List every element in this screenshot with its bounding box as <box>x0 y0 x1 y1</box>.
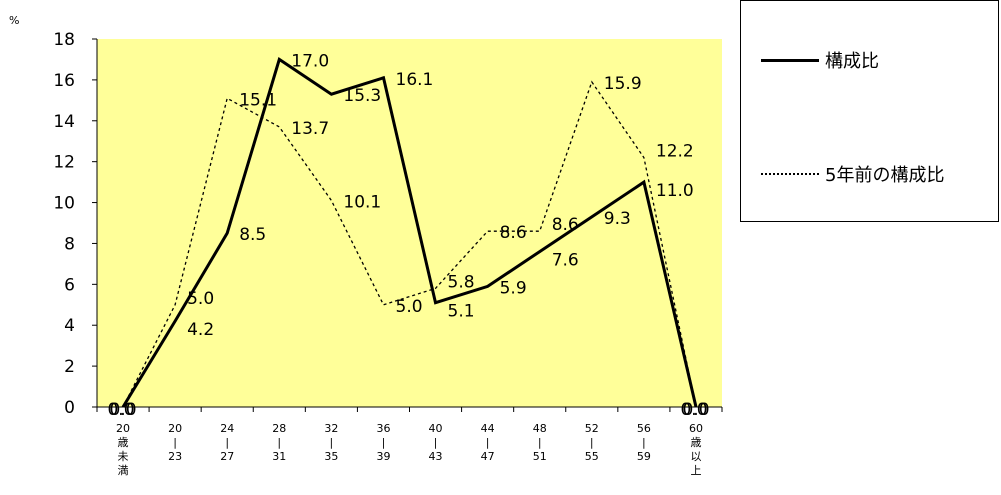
x-category-label: 56 <box>637 422 651 435</box>
x-category-label: 51 <box>533 450 547 463</box>
data-labels: 0.0 4.2 8.5 17.0 15.3 16.1 5.1 5.9 7.6 9.3 11.0 0.0… <box>107 51 709 420</box>
x-category-label: 52 <box>585 422 599 435</box>
x-category-label: 27 <box>220 450 234 463</box>
y-axis: 0 2 4 6 8 10 12 14 16 18 <box>53 30 98 418</box>
legend: 構成比 5年前の構成比 <box>740 0 999 222</box>
y-tick-label: 12 <box>53 153 75 173</box>
y-unit-label: % <box>9 14 19 27</box>
data-label-current: 16.1 <box>396 70 434 90</box>
x-category-label: | <box>486 436 490 449</box>
series-line-current <box>121 57 698 408</box>
x-category-label: 満 <box>118 464 129 477</box>
legend-solid-line-swatch <box>761 58 819 62</box>
data-label-current: 7.6 <box>552 251 579 271</box>
data-label-previous: 5.0 <box>396 297 423 317</box>
data-label-current: 5.9 <box>500 278 527 298</box>
x-category-label: 44 <box>481 422 495 435</box>
x-category-label: 31 <box>272 450 286 463</box>
x-category-label: 20 <box>168 422 182 435</box>
x-category-label: 35 <box>324 450 338 463</box>
x-category-label: 歳 <box>690 436 701 449</box>
x-category-label: 47 <box>481 450 495 463</box>
data-label-previous: 15.9 <box>604 74 642 94</box>
data-label-previous: 5.0 <box>187 289 214 309</box>
x-category-label: 39 <box>376 450 390 463</box>
x-category-label: 32 <box>324 422 338 435</box>
y-tick-label: 4 <box>64 316 75 336</box>
data-label-current: 4.2 <box>187 320 214 340</box>
x-category-label: 24 <box>220 422 234 435</box>
x-category-label: | <box>173 436 177 449</box>
data-label-previous: 5.8 <box>448 272 475 292</box>
x-category-label: | <box>225 436 229 449</box>
x-category-label: 未 <box>118 450 129 463</box>
x-category-label: | <box>590 436 594 449</box>
data-label-previous: 0.0 <box>680 400 707 420</box>
y-tick-label: 2 <box>64 357 75 377</box>
x-category-label: | <box>642 436 646 449</box>
y-tick-label: 0 <box>64 398 75 418</box>
y-tick-label: 18 <box>53 30 75 50</box>
data-label-current: 0.0 <box>109 400 136 420</box>
data-label-previous: 0.0 <box>107 400 134 420</box>
x-category-label: 48 <box>533 422 547 435</box>
data-label-previous: 13.7 <box>291 119 329 139</box>
data-label-previous: 8.6 <box>500 223 527 243</box>
data-label-previous: 12.2 <box>656 142 694 162</box>
legend-label-current: 構成比 <box>825 51 879 72</box>
x-category-label: | <box>330 436 334 449</box>
x-category-label: 36 <box>376 422 390 435</box>
data-label-current: 0.0 <box>682 400 709 420</box>
x-category-label: 60 <box>689 422 703 435</box>
data-label-previous: 15.1 <box>239 90 277 110</box>
plot-area <box>97 39 722 407</box>
x-category-label: 20 <box>116 422 130 435</box>
data-label-current: 5.1 <box>448 302 475 322</box>
x-category-label: 以 <box>690 450 701 463</box>
x-category-label: 23 <box>168 450 182 463</box>
x-category-label: 上 <box>690 464 701 477</box>
x-category-label: 28 <box>272 422 286 435</box>
series-layer <box>121 57 698 408</box>
x-category-label: 歳 <box>118 436 129 449</box>
legend-label-previous: 5年前の構成比 <box>825 165 945 186</box>
legend-item-previous: 5年前の構成比 <box>761 161 944 187</box>
x-category-label: 59 <box>637 450 651 463</box>
y-tick-label: 14 <box>53 112 75 132</box>
x-category-label: 43 <box>429 450 443 463</box>
data-label-current: 15.3 <box>343 86 381 106</box>
y-tick-label: 10 <box>53 194 75 214</box>
data-label-current: 8.5 <box>239 225 266 245</box>
data-label-previous: 8.6 <box>552 215 579 235</box>
legend-item-current: 構成比 <box>761 47 879 73</box>
data-label-current: 17.0 <box>291 51 329 71</box>
x-category-label: | <box>538 436 542 449</box>
x-category-label: | <box>382 436 386 449</box>
y-tick-label: 6 <box>64 275 75 295</box>
x-category-label: | <box>434 436 438 449</box>
legend-dotted-line-swatch <box>761 173 819 175</box>
x-axis: 20歳未満20|2324|2728|3132|3536|3940|4344|47… <box>96 406 723 477</box>
data-label-previous: 10.1 <box>343 193 381 213</box>
data-label-current: 11.0 <box>656 181 694 201</box>
y-tick-label: 8 <box>64 234 75 254</box>
x-category-label: 40 <box>429 422 443 435</box>
x-category-label: 55 <box>585 450 599 463</box>
x-category-label: | <box>277 436 281 449</box>
y-tick-label: 16 <box>53 71 75 91</box>
data-label-current: 9.3 <box>604 209 631 229</box>
